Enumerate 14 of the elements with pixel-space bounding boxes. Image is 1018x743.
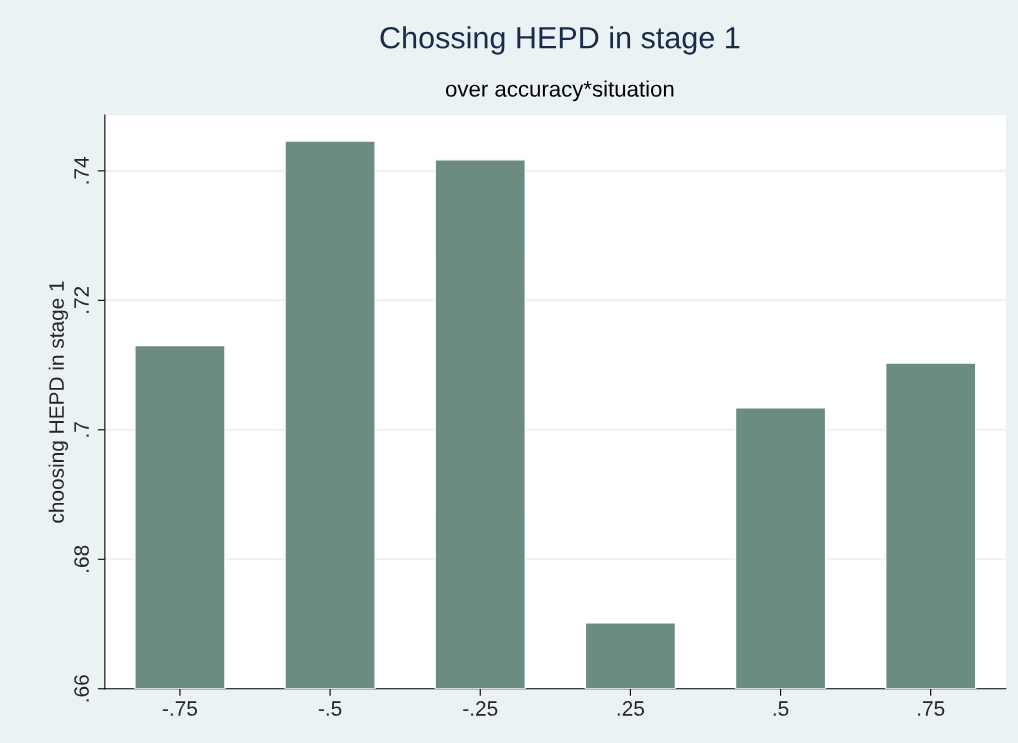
y-tick-label: .7 [74, 422, 89, 437]
x-tick-label: .75 [918, 701, 945, 716]
y-tick-label: .74 [74, 156, 89, 184]
chart-subtitle: over accuracy*situation [445, 80, 674, 102]
y-tick-label: .68 [74, 545, 89, 572]
x-tick-label: .25 [617, 701, 644, 716]
x-tick-label: .5 [773, 701, 789, 716]
x-tick-label: -.75 [162, 701, 198, 716]
x-tick-label: -.25 [463, 701, 498, 716]
chart-title: Chossing HEPD in stage 1 [380, 26, 740, 55]
x-tick-label: -.5 [318, 701, 342, 716]
y-tick-label: .72 [74, 286, 89, 313]
y-tick-label: .66 [74, 675, 89, 702]
y-axis-title: choosing HEPD in stage 1 [48, 281, 69, 523]
